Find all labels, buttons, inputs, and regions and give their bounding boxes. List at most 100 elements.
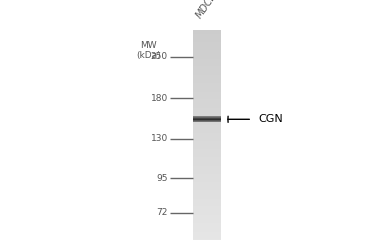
Bar [192, 117, 221, 118]
Bar [192, 77, 221, 78]
Bar [192, 195, 221, 196]
Bar [192, 188, 221, 189]
Bar [192, 36, 221, 37]
Bar [192, 210, 221, 211]
Bar [192, 85, 221, 86]
Bar [192, 234, 221, 235]
Bar [192, 224, 221, 225]
Bar [192, 116, 221, 117]
Bar [192, 170, 221, 172]
Bar [192, 76, 221, 77]
Bar [192, 136, 221, 137]
Bar [192, 91, 221, 92]
Bar [192, 111, 221, 112]
Bar [192, 177, 221, 178]
Text: 250: 250 [151, 52, 168, 62]
Bar [192, 64, 221, 65]
Bar [192, 208, 221, 209]
Bar [192, 171, 221, 172]
Bar [192, 133, 221, 134]
Bar [192, 199, 221, 200]
Bar [192, 127, 221, 128]
Bar [192, 144, 221, 146]
Bar [192, 33, 221, 34]
Bar [192, 190, 221, 191]
Bar [192, 63, 221, 64]
Bar [192, 133, 221, 134]
Bar [192, 55, 221, 56]
Bar [192, 30, 221, 31]
Bar [192, 34, 221, 35]
Bar [192, 207, 221, 208]
Bar [192, 180, 221, 181]
Bar [192, 118, 221, 119]
Bar [192, 100, 221, 101]
Bar [192, 43, 221, 44]
Bar [192, 200, 221, 201]
Text: 72: 72 [156, 208, 168, 218]
Bar [192, 58, 221, 59]
Bar [192, 65, 221, 66]
Bar [192, 161, 221, 162]
Bar [192, 156, 221, 158]
Bar [192, 97, 221, 98]
Bar [192, 231, 221, 232]
Bar [192, 102, 221, 103]
Bar [192, 186, 221, 188]
Bar [192, 229, 221, 230]
Bar [192, 217, 221, 218]
Bar [192, 56, 221, 57]
Bar [192, 222, 221, 223]
Bar [192, 45, 221, 46]
Bar [192, 231, 221, 232]
Bar [192, 31, 221, 32]
Bar [192, 170, 221, 171]
Bar [192, 166, 221, 167]
Bar [192, 172, 221, 173]
Bar [192, 129, 221, 130]
Bar [192, 138, 221, 139]
Bar [192, 109, 221, 110]
Bar [192, 30, 221, 32]
Bar [192, 66, 221, 67]
Bar [192, 82, 221, 83]
Bar [192, 54, 221, 55]
Bar [192, 62, 221, 63]
Bar [192, 69, 221, 70]
Bar [192, 226, 221, 227]
Bar [192, 197, 221, 198]
Bar [192, 160, 221, 161]
Bar [192, 126, 221, 127]
Bar [192, 88, 221, 89]
Bar [192, 110, 221, 111]
Bar [192, 211, 221, 212]
Bar [192, 42, 221, 43]
Bar [192, 63, 221, 64]
Bar [192, 128, 221, 130]
Bar [192, 125, 221, 126]
Bar [192, 182, 221, 183]
Text: 95: 95 [156, 174, 168, 183]
Bar [192, 67, 221, 68]
Bar [192, 186, 221, 187]
Bar [192, 83, 221, 84]
Bar [192, 236, 221, 237]
Bar [192, 230, 221, 231]
Bar [192, 87, 221, 88]
Bar [192, 46, 221, 47]
Bar [192, 149, 221, 150]
Bar [192, 216, 221, 217]
Bar [192, 58, 221, 59]
Bar [192, 93, 221, 94]
Bar [192, 214, 221, 215]
Bar [192, 145, 221, 146]
Bar [192, 168, 221, 169]
Bar [192, 156, 221, 157]
Bar [192, 120, 221, 121]
Bar [192, 72, 221, 74]
Bar [192, 44, 221, 45]
Bar [192, 108, 221, 109]
Bar [192, 148, 221, 149]
Bar [192, 176, 221, 177]
Bar [192, 175, 221, 176]
